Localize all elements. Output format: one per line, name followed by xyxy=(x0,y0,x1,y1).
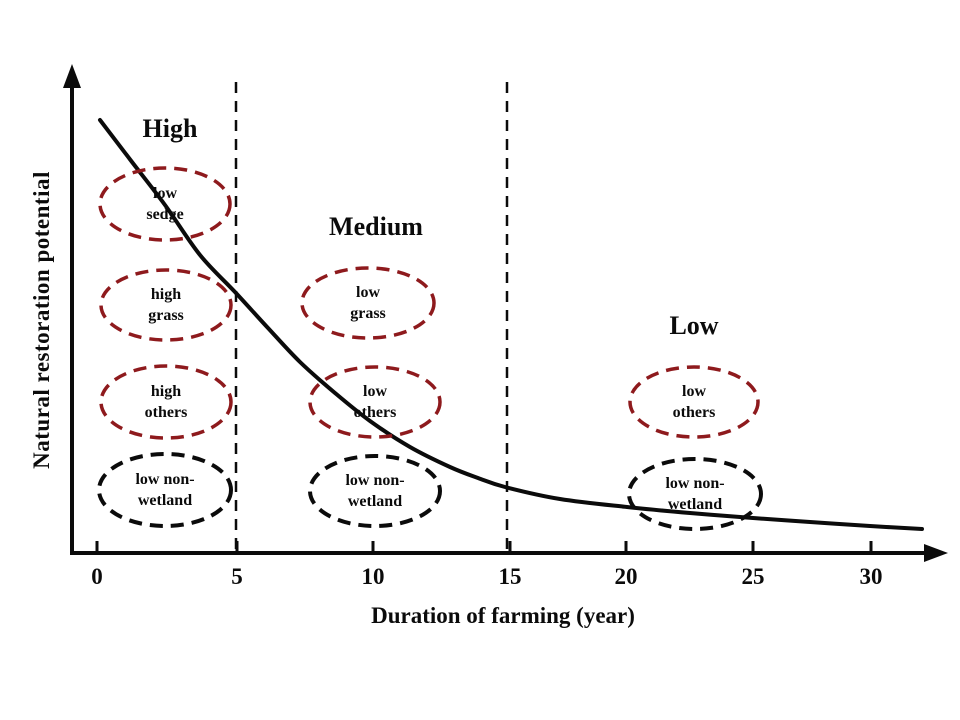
restoration-potential-curve xyxy=(98,118,924,531)
ellipse-high-grass xyxy=(99,268,233,342)
ellipse-low-others xyxy=(628,365,760,439)
ellipse-low-sedge xyxy=(98,166,232,242)
axes xyxy=(63,64,948,562)
x-axis-arrow-icon xyxy=(924,544,948,562)
ellipse-low-non-wetland xyxy=(97,452,233,528)
y-axis-arrow-icon xyxy=(63,64,81,88)
category-ellipses xyxy=(97,166,763,531)
ellipse-low-non-wetland xyxy=(627,457,763,531)
ellipse-low-non-wetland xyxy=(308,454,442,528)
ellipse-low-grass xyxy=(300,266,436,340)
ellipse-low-others xyxy=(308,365,442,439)
ellipse-high-others xyxy=(99,364,233,440)
zone-divider-lines xyxy=(234,82,509,553)
